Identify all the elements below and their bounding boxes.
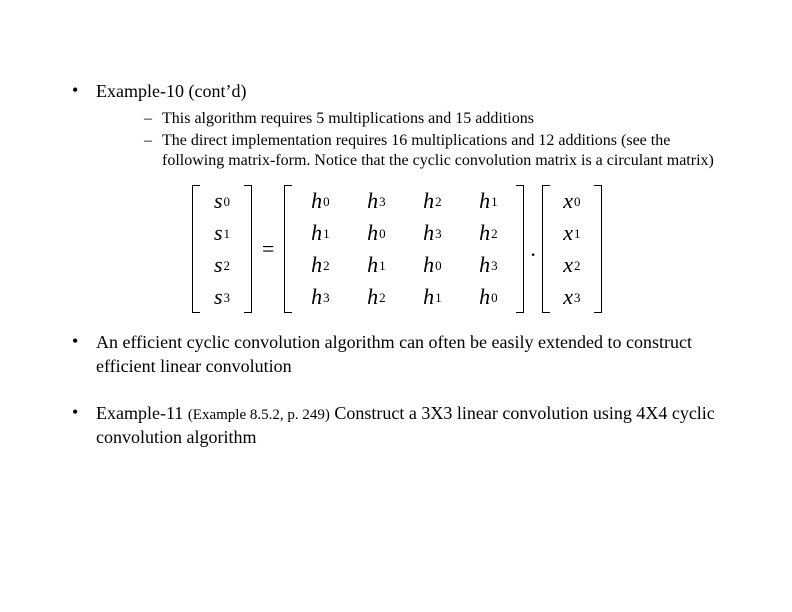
sub-bullet-list: This algorithm requires 5 multiplication… — [96, 109, 722, 171]
matrix-cell: h3 — [404, 217, 460, 249]
matrix-cell: h2 — [460, 217, 516, 249]
slide-content: Example-10 (cont’d) This algorithm requi… — [0, 0, 792, 449]
h-matrix: h0h1h2h3h3h0h1h2h2h3h0h1h1h2h3h0 — [292, 185, 516, 313]
matrix-cell: h0 — [292, 185, 348, 217]
matrix-cell: s2 — [200, 249, 244, 281]
matrix-cell: h3 — [348, 185, 404, 217]
sub-bullet-2: The direct implementation requires 16 mu… — [96, 131, 722, 171]
matrix-cell: h3 — [460, 249, 516, 281]
matrix-cell: h0 — [348, 217, 404, 249]
bullet-list: Example-10 (cont’d) This algorithm requi… — [70, 80, 722, 449]
matrix-cell: h0 — [404, 249, 460, 281]
bullet-example10: Example-10 (cont’d) This algorithm requi… — [70, 80, 722, 313]
bracket-right — [516, 185, 524, 313]
matrix-cell: s1 — [200, 217, 244, 249]
matrix-cell: x1 — [550, 217, 594, 249]
matrix-cell: h1 — [460, 185, 516, 217]
bullet-example10-title: Example-10 (cont’d) — [96, 81, 246, 101]
example11-ref: (Example 8.5.2, p. 249) — [188, 407, 330, 423]
example11-label: Example-11 — [96, 403, 188, 423]
matrix-cell: x0 — [550, 185, 594, 217]
matrix-cell: s3 — [200, 281, 244, 313]
bullet-example11: Example-11 (Example 8.5.2, p. 249) Const… — [70, 402, 722, 449]
sub-bullet-1: This algorithm requires 5 multiplication… — [96, 109, 722, 129]
x-vector: x0x1x2x3 — [550, 185, 594, 313]
equals-sign: = — [252, 238, 284, 260]
bracket-right — [594, 185, 602, 313]
bullet-efficient-cyclic: An efficient cyclic convolution algorith… — [70, 331, 722, 378]
bracket-left — [542, 185, 550, 313]
matrix-cell: h1 — [404, 281, 460, 313]
matrix-cell: s0 — [200, 185, 244, 217]
matrix-cell: x3 — [550, 281, 594, 313]
matrix-cell: h2 — [404, 185, 460, 217]
matrix-cell: h3 — [292, 281, 348, 313]
matrix-cell: h2 — [292, 249, 348, 281]
bracket-right — [244, 185, 252, 313]
dot-sign: . — [524, 238, 542, 260]
matrix-equation: s0s1s2s3 = h0h1h2h3h3h0h1h2h2h3h0h1h1h2h… — [192, 185, 722, 313]
matrix-cell: h1 — [292, 217, 348, 249]
s-vector: s0s1s2s3 — [200, 185, 244, 313]
matrix-cell: h1 — [348, 249, 404, 281]
matrix-cell: x2 — [550, 249, 594, 281]
matrix-cell: h0 — [460, 281, 516, 313]
matrix-cell: h2 — [348, 281, 404, 313]
bracket-left — [192, 185, 200, 313]
bracket-left — [284, 185, 292, 313]
